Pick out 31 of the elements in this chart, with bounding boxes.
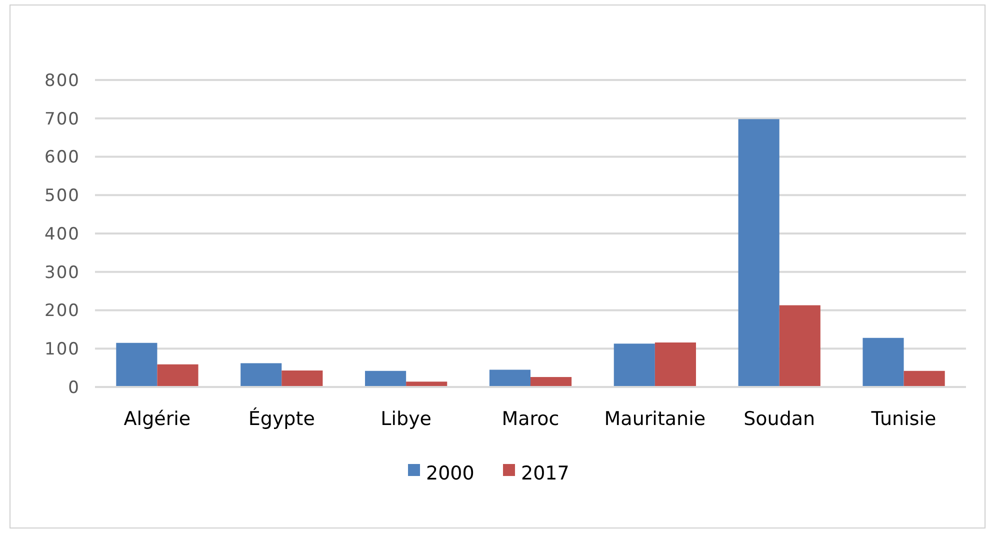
x-tick-label: Algérie	[124, 408, 191, 430]
bar	[738, 119, 780, 387]
bar	[116, 342, 158, 387]
x-tick-label: Tunisie	[870, 408, 936, 430]
bar	[654, 342, 696, 387]
y-tick-label: 400	[44, 224, 80, 244]
y-tick-label: 600	[44, 148, 80, 168]
y-tick-label: 300	[44, 262, 80, 283]
legend-label: 2000	[426, 462, 474, 485]
bar	[365, 370, 406, 387]
x-tick-label: Libye	[380, 408, 432, 430]
x-tick-label: Mauritanie	[604, 408, 706, 430]
y-tick-label: 800	[44, 70, 80, 91]
bar	[904, 370, 945, 387]
bar	[530, 377, 572, 387]
bar	[862, 338, 904, 387]
x-tick-label: Soudan	[744, 408, 816, 430]
bar	[157, 364, 198, 387]
legend-label: 2017	[521, 462, 570, 485]
y-tick-label: 500	[44, 186, 80, 206]
y-tick-label: 0	[68, 378, 80, 398]
y-tick-label: 100	[44, 340, 80, 360]
x-tick-label: Maroc	[502, 408, 560, 430]
bar	[779, 305, 820, 387]
bar	[614, 344, 655, 387]
y-tick-label: 200	[44, 301, 80, 322]
bar	[489, 370, 530, 387]
x-tick-label: Égypte	[248, 407, 315, 430]
bar	[282, 370, 323, 387]
y-tick-label: 700	[44, 109, 80, 130]
bar	[240, 363, 282, 387]
